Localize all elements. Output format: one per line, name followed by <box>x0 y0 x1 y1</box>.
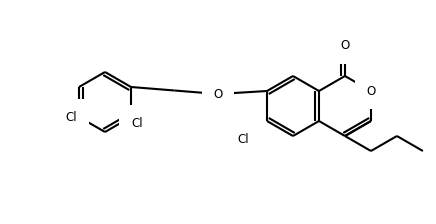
Text: O: O <box>341 39 350 52</box>
Text: O: O <box>366 84 375 97</box>
Text: Cl: Cl <box>237 133 249 146</box>
Text: Cl: Cl <box>65 110 77 123</box>
Text: Cl: Cl <box>131 116 143 129</box>
Text: O: O <box>213 88 223 101</box>
